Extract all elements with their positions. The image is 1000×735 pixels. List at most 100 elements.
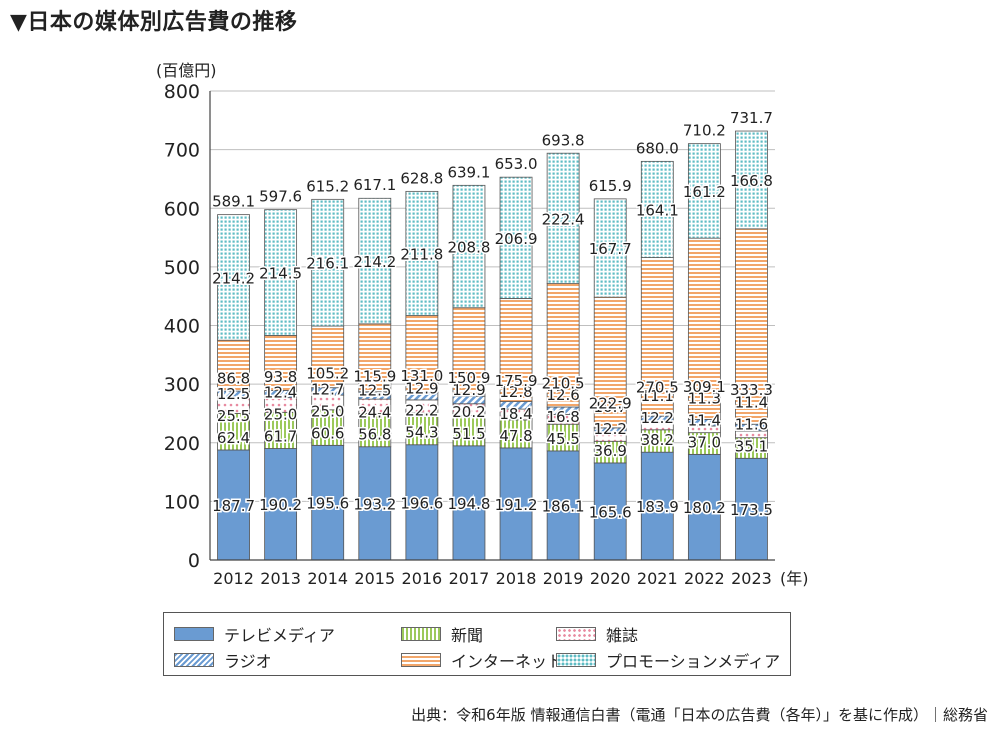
bar-tv-2015 — [358, 446, 392, 561]
bar-internet-2019 — [546, 283, 580, 408]
value-label-radio-2012: 12.5 — [217, 385, 250, 403]
tv-swatch — [174, 627, 214, 641]
bar-newspaper-2019 — [546, 423, 580, 452]
value-label-internet-2015: 115.9 — [353, 368, 396, 386]
value-label-tv-2018: 191.2 — [495, 496, 538, 514]
total-label-2020: 615.9 — [589, 177, 632, 195]
legend-label-newspaper: 新聞 — [451, 626, 484, 645]
value-label-internet-2022: 309.1 — [683, 378, 726, 396]
x-tick-label: 2019 — [543, 569, 584, 588]
value-label-promotion-2015: 214.2 — [353, 253, 396, 271]
bar-promotion-2022 — [687, 143, 721, 239]
x-tick-label: 2023 — [731, 569, 772, 588]
bar-tv-2012 — [217, 449, 250, 561]
x-tick-label: 2017 — [449, 569, 490, 588]
value-label-promotion-2020: 167.7 — [589, 240, 632, 258]
value-label-promotion-2013: 214.5 — [259, 265, 302, 283]
y-tick-label: 700 — [164, 140, 200, 162]
chart-title: ▼日本の媒体別広告費の推移 — [10, 10, 298, 35]
legend-label-promotion: プロモーションメディア — [606, 652, 781, 671]
value-label-internet-2014: 105.2 — [306, 364, 349, 382]
value-label-tv-2019: 186.1 — [542, 497, 585, 515]
bar-internet-2022 — [687, 237, 721, 420]
legend-label-internet: インターネット — [451, 652, 564, 671]
total-label-2014: 615.2 — [306, 177, 349, 195]
value-label-magazine-2017: 20.2 — [452, 403, 485, 421]
value-label-promotion-2014: 216.1 — [306, 255, 349, 273]
y-tick-label: 200 — [164, 433, 200, 455]
promotion-swatch — [556, 653, 596, 667]
value-label-tv-2017: 194.8 — [447, 495, 490, 513]
value-label-newspaper-2017: 51.5 — [452, 425, 485, 443]
value-label-promotion-2012: 214.2 — [212, 269, 255, 287]
bar-promotion-2021 — [640, 160, 674, 258]
bar-promotion-2016 — [405, 190, 439, 316]
value-label-newspaper-2023: 35.1 — [735, 437, 768, 455]
bar-promotion-2013 — [264, 209, 298, 336]
radio-swatch — [174, 653, 214, 667]
legend-item-tv: テレビメディア — [174, 622, 335, 646]
legend-label-tv: テレビメディア — [224, 626, 335, 645]
bar-tv-2021 — [640, 451, 674, 561]
bar-promotion-2015 — [358, 197, 392, 325]
x-tick-label: 2016 — [402, 569, 443, 588]
bar-promotion-2023 — [735, 130, 768, 230]
value-label-internet-2019: 210.5 — [542, 374, 585, 392]
value-label-promotion-2017: 208.8 — [447, 239, 490, 257]
value-label-newspaper-2012: 62.4 — [217, 429, 250, 447]
bar-tv-2017 — [452, 445, 486, 561]
value-label-newspaper-2013: 61.7 — [264, 427, 297, 445]
x-tick-label: 2018 — [496, 569, 537, 588]
value-label-radio-2017: 12.9 — [452, 381, 485, 399]
bar-internet-2021 — [640, 257, 674, 417]
total-label-2019: 693.8 — [542, 131, 585, 149]
value-label-newspaper-2014: 60.6 — [311, 424, 344, 442]
total-label-2021: 680.0 — [636, 139, 679, 157]
value-label-radio-2022: 11.3 — [688, 389, 721, 407]
value-label-internet-2012: 86.8 — [217, 369, 250, 387]
value-label-newspaper-2018: 47.8 — [499, 427, 532, 445]
bar-newspaper-2015 — [358, 413, 392, 448]
value-label-magazine-2016: 22.2 — [405, 402, 438, 420]
value-label-newspaper-2015: 56.8 — [358, 426, 391, 444]
value-label-magazine-2019: 16.8 — [546, 408, 579, 426]
value-label-magazine-2012: 25.5 — [217, 407, 250, 425]
value-label-magazine-2013: 25.0 — [264, 405, 297, 423]
value-label-magazine-2014: 25.0 — [311, 402, 344, 420]
value-label-tv-2012: 187.7 — [212, 497, 255, 515]
total-label-2017: 639.1 — [447, 163, 490, 181]
x-tick-label: 2022 — [684, 569, 725, 588]
value-label-promotion-2023: 166.8 — [730, 172, 773, 190]
bar-internet-2015 — [358, 323, 392, 393]
y-tick-label: 400 — [164, 316, 200, 338]
value-label-internet-2013: 93.8 — [264, 368, 297, 386]
value-label-tv-2013: 190.2 — [259, 496, 302, 514]
value-label-radio-2020: 10.7 — [594, 398, 627, 416]
value-label-promotion-2016: 211.8 — [400, 245, 443, 263]
value-label-tv-2021: 183.9 — [636, 498, 679, 516]
x-tick-label: 2012 — [213, 569, 254, 588]
y-tick-label: 0 — [188, 550, 200, 572]
value-label-promotion-2022: 161.2 — [683, 183, 726, 201]
bar-promotion-2018 — [499, 176, 533, 299]
internet-swatch — [401, 653, 441, 667]
value-label-tv-2020: 165.6 — [589, 503, 632, 521]
value-label-newspaper-2019: 45.5 — [546, 430, 579, 448]
total-label-2016: 628.8 — [400, 169, 443, 187]
y-axis-label: (百億円) — [156, 61, 217, 80]
value-label-promotion-2018: 206.9 — [495, 230, 538, 248]
legend-item-magazine: 雑誌 — [556, 622, 638, 646]
bar-internet-2023 — [735, 228, 768, 425]
bar-newspaper-2017 — [452, 415, 486, 447]
value-label-radio-2014: 12.7 — [311, 380, 344, 398]
value-label-magazine-2023: 11.6 — [735, 415, 768, 433]
bar-tv-2019 — [546, 450, 580, 561]
bar-internet-2020 — [593, 296, 627, 429]
y-tick-label: 100 — [164, 491, 200, 513]
total-label-2015: 617.1 — [353, 176, 396, 194]
bar-promotion-2017 — [452, 184, 486, 309]
value-label-magazine-2018: 18.4 — [499, 405, 532, 423]
bar-newspaper-2013 — [264, 411, 298, 449]
value-label-tv-2023: 173.5 — [730, 501, 773, 519]
x-tick-label: 2013 — [260, 569, 301, 588]
